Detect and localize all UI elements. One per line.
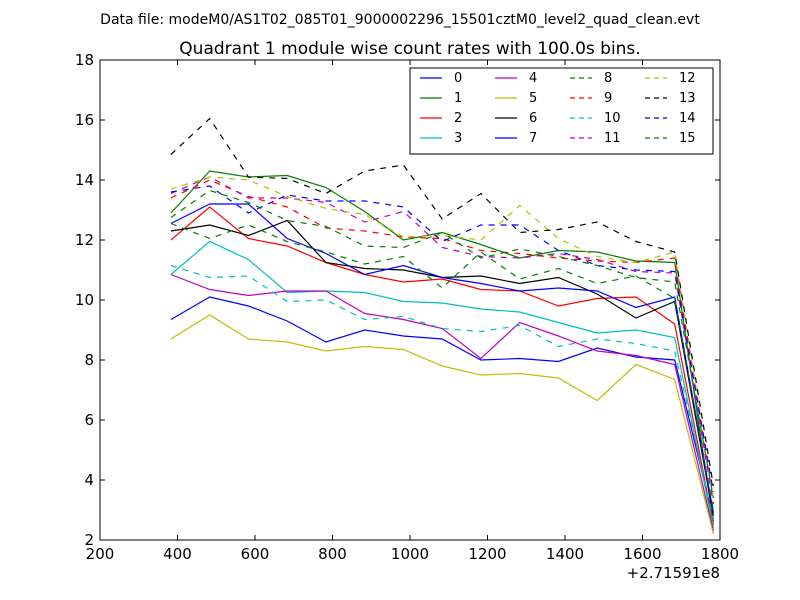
x-offset-label: +2.71591e8 xyxy=(627,564,720,582)
y-tick-label: 2 xyxy=(84,531,94,549)
series-line-7 xyxy=(170,203,714,514)
series-line-1 xyxy=(170,170,714,523)
series-line-5 xyxy=(170,314,714,535)
y-tick-label: 6 xyxy=(84,411,94,429)
legend-label-7: 7 xyxy=(529,131,537,146)
x-tick-label: 800 xyxy=(318,545,347,563)
x-tick-label: 1200 xyxy=(468,545,506,563)
series-line-8 xyxy=(170,222,714,511)
y-tick-label: 12 xyxy=(75,231,94,249)
x-tick-label: 600 xyxy=(241,545,270,563)
legend-label-14: 14 xyxy=(679,111,696,126)
series-line-2 xyxy=(170,206,714,526)
x-tick-label: 1800 xyxy=(701,545,739,563)
legend-label-12: 12 xyxy=(679,71,696,86)
legend-label-0: 0 xyxy=(454,71,462,86)
x-tick-label: 400 xyxy=(163,545,192,563)
series-line-9 xyxy=(170,179,714,502)
series-line-14 xyxy=(170,185,714,493)
series-lines xyxy=(170,117,714,535)
legend-label-9: 9 xyxy=(604,91,612,106)
y-tick-label: 8 xyxy=(84,351,94,369)
legend-label-8: 8 xyxy=(604,71,612,86)
series-line-12 xyxy=(170,176,714,499)
series-line-4 xyxy=(170,273,714,532)
series-line-11 xyxy=(170,176,714,505)
legend-label-6: 6 xyxy=(529,111,537,126)
y-tick-label: 16 xyxy=(75,111,94,129)
series-line-13 xyxy=(170,117,714,487)
legend-label-5: 5 xyxy=(529,91,537,106)
legend-label-10: 10 xyxy=(604,111,621,126)
legend-box xyxy=(409,67,714,155)
legend-label-2: 2 xyxy=(454,111,462,126)
chart-title: Quadrant 1 module wise count rates with … xyxy=(179,39,640,59)
x-tick-label: 1400 xyxy=(546,545,584,563)
series-line-15 xyxy=(170,189,714,499)
x-tick-label: 1000 xyxy=(391,545,429,563)
x-tick-label: 1600 xyxy=(623,545,661,563)
y-tick-label: 10 xyxy=(75,291,94,309)
y-tick-label: 14 xyxy=(75,171,94,189)
suptitle: Data file: modeM0/AS1T02_085T01_90000022… xyxy=(100,12,700,28)
legend-label-1: 1 xyxy=(454,91,462,106)
y-tick-label: 18 xyxy=(75,51,94,69)
legend-label-3: 3 xyxy=(454,131,462,146)
legend-label-13: 13 xyxy=(679,91,696,106)
legend-label-4: 4 xyxy=(529,71,537,86)
legend-label-11: 11 xyxy=(604,131,621,146)
y-tick-label: 4 xyxy=(84,471,94,489)
x-tick-label: 200 xyxy=(86,545,115,563)
series-line-3 xyxy=(170,240,714,529)
legend-label-15: 15 xyxy=(679,131,696,146)
axis-ticks: 200 400 600 800 1000 1200 1400 1600 180024681012… xyxy=(75,51,739,563)
